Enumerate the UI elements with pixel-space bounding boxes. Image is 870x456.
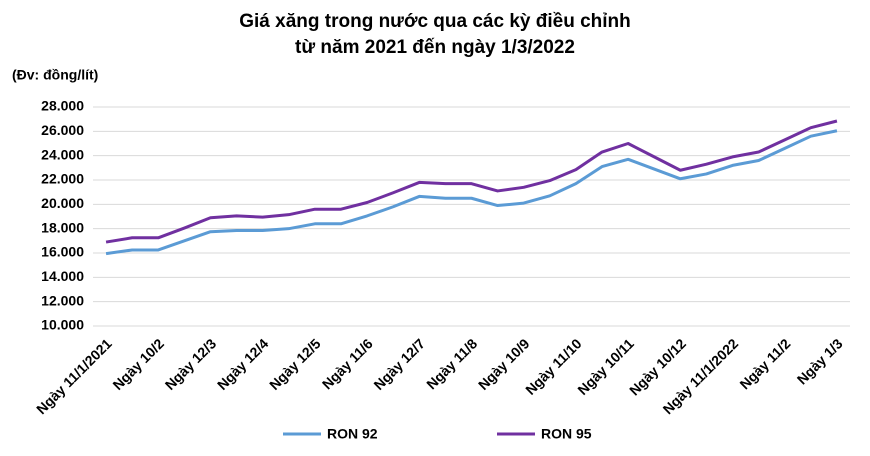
y-tick-label: 12.000 — [41, 292, 84, 308]
x-tick-label: Ngày 11/2 — [736, 335, 793, 392]
x-tick-label: Ngày 10/2 — [109, 335, 167, 393]
x-tick-label: Ngày 1/3 — [794, 335, 846, 387]
x-tick-label: Ngày 11/6 — [319, 335, 376, 392]
unit-label: (Đv: đồng/lít) — [12, 67, 98, 83]
y-tick-label: 22.000 — [41, 171, 84, 187]
x-tick-label: Ngày 11/1/2021 — [33, 335, 115, 417]
chart-title: từ năm 2021 đến ngày 1/3/2022 — [295, 37, 575, 58]
legend-label: RON 95 — [541, 426, 592, 442]
x-tick-label: Ngày 12/4 — [214, 335, 272, 393]
x-tick-label: Ngày 12/5 — [266, 335, 324, 393]
chart-title: Giá xăng trong nước qua các kỳ điều chỉn… — [239, 11, 631, 32]
x-tick-label: Ngày 12/3 — [162, 335, 220, 393]
y-tick-label: 10.000 — [41, 317, 84, 333]
x-tick-label: Ngày 11/8 — [423, 335, 480, 392]
y-tick-label: 18.000 — [41, 219, 84, 235]
y-tick-label: 28.000 — [41, 98, 84, 114]
y-tick-label: 16.000 — [41, 244, 84, 260]
x-tick-label: Ngày 12/7 — [370, 335, 428, 393]
y-tick-label: 20.000 — [41, 195, 84, 211]
series-line — [105, 129, 838, 256]
legend-label: RON 92 — [327, 426, 378, 442]
y-tick-label: 24.000 — [41, 146, 84, 162]
y-tick-label: 14.000 — [41, 268, 84, 284]
y-tick-label: 26.000 — [41, 122, 84, 138]
series-line — [105, 119, 838, 244]
